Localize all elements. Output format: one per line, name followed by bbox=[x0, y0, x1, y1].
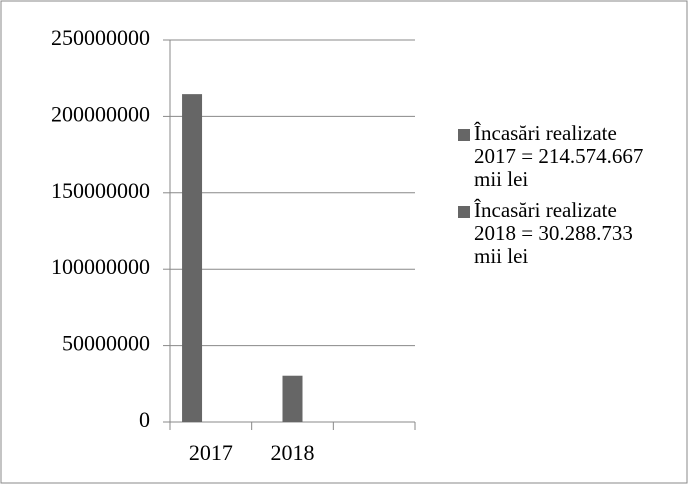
legend-key bbox=[458, 129, 470, 141]
y-tick-label: 0 bbox=[139, 407, 150, 432]
legend-label: Încasări realizate 2017 = 214.574.667 mi… bbox=[474, 121, 644, 191]
y-tick-label: 250000000 bbox=[51, 25, 150, 50]
y-tick-label: 200000000 bbox=[51, 101, 150, 126]
bar bbox=[282, 375, 303, 422]
legend-label: Încasări realizate 2018 = 30.288.733 mii… bbox=[474, 198, 633, 268]
legend: Încasări realizate 2017 = 214.574.667 mi… bbox=[448, 122, 648, 276]
legend-entry: Încasări realizate 2017 = 214.574.667 mi… bbox=[448, 122, 648, 191]
y-tick-label: 100000000 bbox=[51, 254, 150, 279]
x-tick-label: 2018 bbox=[271, 440, 315, 465]
bar bbox=[182, 94, 203, 422]
y-tick-label: 150000000 bbox=[51, 178, 150, 203]
x-tick-label: 2017 bbox=[189, 440, 233, 465]
y-tick-label: 50000000 bbox=[62, 331, 150, 356]
legend-entry: Încasări realizate 2018 = 30.288.733 mii… bbox=[448, 199, 648, 268]
legend-key bbox=[458, 206, 470, 218]
